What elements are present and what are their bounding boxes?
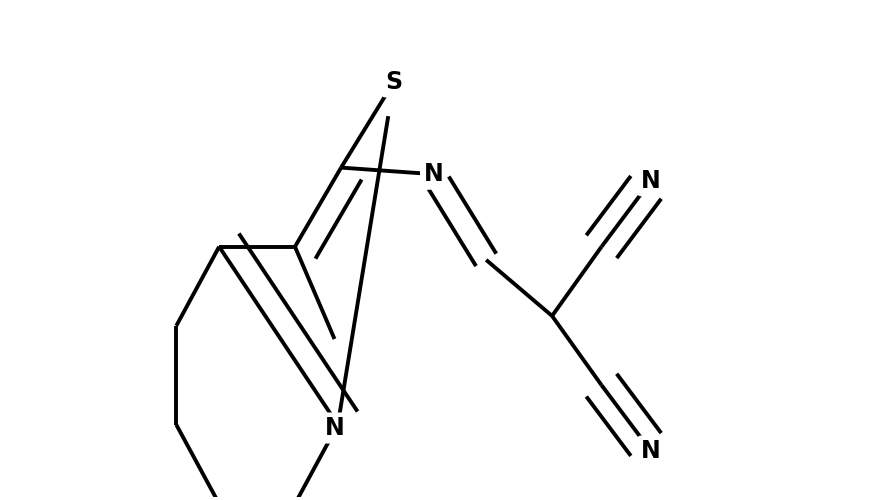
Text: S: S: [385, 70, 402, 94]
Text: N: N: [423, 162, 444, 186]
Text: N: N: [325, 416, 344, 440]
Text: N: N: [642, 439, 661, 463]
Text: N: N: [642, 169, 661, 193]
